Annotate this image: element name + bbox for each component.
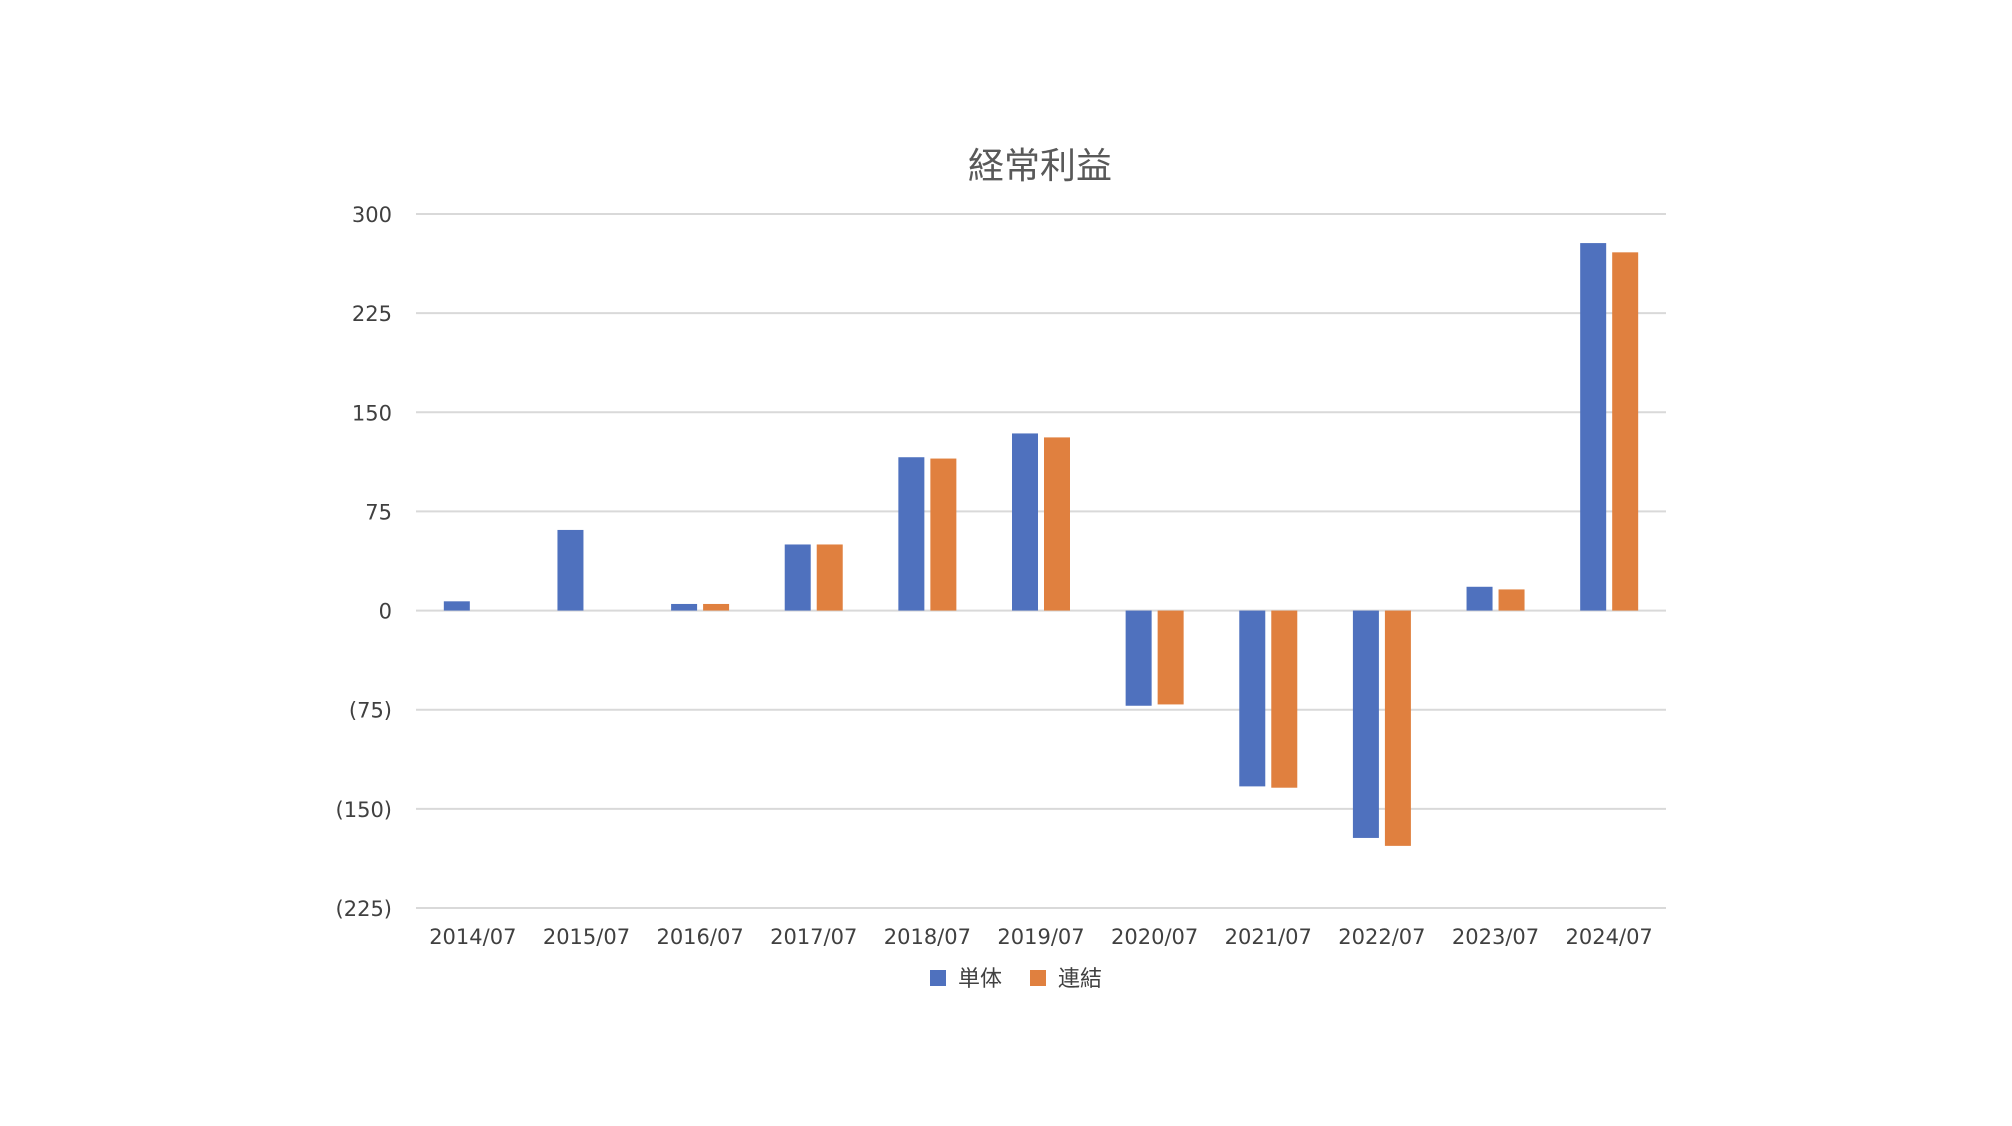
legend-swatch	[930, 970, 946, 986]
bar-renketsu-2019-07	[1044, 437, 1070, 611]
chart-title: 経常利益	[968, 146, 1112, 187]
y-tick-label: (150)	[336, 798, 392, 822]
bar-tantai-2020-07	[1125, 610, 1152, 706]
x-tick-label: 2018/07	[884, 925, 971, 949]
bar-tantai-2023-07	[1466, 586, 1493, 611]
x-tick-label: 2024/07	[1566, 925, 1653, 949]
x-tick-label: 2022/07	[1338, 925, 1425, 949]
bar-tantai-2018-07	[898, 457, 925, 611]
bar-tantai-2024-07	[1580, 243, 1607, 611]
bar-tantai-2022-07	[1352, 610, 1379, 838]
y-tick-label: 300	[352, 203, 392, 227]
legend-label: 連結	[1058, 967, 1102, 992]
bar-renketsu-2018-07	[930, 458, 957, 611]
legend-swatch	[1030, 970, 1046, 986]
y-tick-label: 75	[365, 500, 392, 524]
x-tick-label: 2020/07	[1111, 925, 1198, 949]
bar-tantai-2014-07	[443, 601, 470, 611]
bar-renketsu-2021-07	[1271, 610, 1298, 788]
bar-renketsu-2022-07	[1384, 610, 1411, 846]
bar-tantai-2017-07	[784, 544, 811, 611]
bar-tantai-2019-07	[1012, 433, 1038, 611]
x-tick-label: 2015/07	[543, 925, 630, 949]
y-tick-label: 225	[352, 302, 392, 326]
y-tick-label: 0	[379, 600, 392, 624]
y-tick-label: (75)	[349, 699, 392, 723]
y-tick-label: 150	[352, 401, 392, 425]
legend: 単体 連結	[930, 967, 1102, 992]
x-tick-label: 2017/07	[770, 925, 857, 949]
bar-renketsu-2016-07	[703, 603, 730, 611]
grid-lines	[416, 213, 1666, 909]
bars	[443, 243, 1639, 846]
bar-renketsu-2017-07	[816, 544, 843, 611]
x-tick-label: 2016/07	[656, 925, 743, 949]
x-tick-label: 2021/07	[1225, 925, 1312, 949]
bar-tantai-2016-07	[671, 603, 698, 611]
x-axis-ticks: 2014/07 2015/07 2016/07 2017/07 2018/07 2019/…	[429, 925, 1653, 949]
bar-renketsu-2023-07	[1498, 589, 1525, 611]
x-tick-label: 2023/07	[1452, 925, 1539, 949]
legend-label: 単体	[958, 967, 1002, 992]
x-tick-label: 2014/07	[429, 925, 516, 949]
bar-tantai-2015-07	[557, 529, 584, 611]
bar-renketsu-2020-07	[1157, 610, 1184, 705]
y-tick-label: (225)	[336, 897, 392, 921]
x-tick-label: 2019/07	[997, 925, 1084, 949]
y-axis-ticks: 300 225 150 75 0 (75) (150) (225)	[336, 203, 392, 921]
bar-renketsu-2024-07	[1612, 252, 1639, 611]
bar-tantai-2021-07	[1239, 610, 1266, 787]
